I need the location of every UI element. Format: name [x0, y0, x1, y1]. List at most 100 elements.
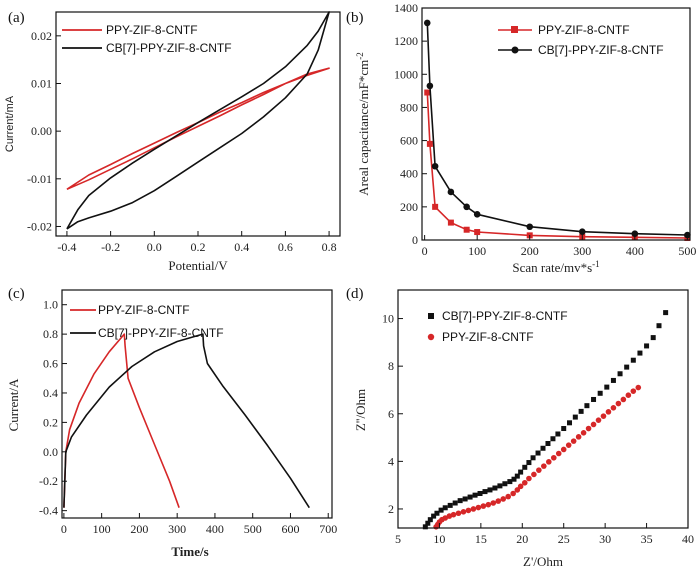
chart-d-point: [610, 377, 616, 383]
chart-a-xtick-label: 0.2: [191, 240, 206, 254]
chart-d-point: [635, 384, 642, 391]
chart-d-point: [536, 467, 542, 473]
chart-c-xtick-label: 100: [93, 522, 111, 536]
chart-d-point: [540, 445, 546, 451]
chart-d-ticks: 5 10 15 20 25 30 35 40 2 4 6 8 10: [382, 312, 694, 546]
chart-d-point: [467, 494, 473, 500]
chart-b-ytick-label: 0: [412, 233, 418, 247]
chart-a: -0.4 -0.2 0.0 0.2 0.4 0.6 0.8 -0.02 -0.01 0.00 0.0…: [4, 10, 341, 273]
chart-a-panel-label: (a): [8, 10, 25, 26]
chart-d-point: [650, 335, 656, 341]
chart-d-point: [630, 357, 636, 363]
chart-b-ytick-label: 1200: [394, 34, 418, 48]
chart-c: 0 100 200 300 400 500 600 700 -0.4 -0.2 0.0 0.2 0.4 0…: [6, 286, 337, 559]
chart-d-point: [477, 490, 483, 496]
chart-b-point: [463, 203, 470, 211]
chart-c-legend: PPY-ZIF-8-CNTF CB[7]-PPY-ZIF-8-CNTF: [70, 303, 224, 340]
chart-d-point: [485, 501, 492, 508]
chart-d-ytick-label: 4: [388, 454, 394, 468]
chart-c-ytick-label: -0.4: [39, 504, 58, 518]
chart-d-point: [450, 511, 457, 518]
chart-b-point: [578, 228, 586, 236]
chart-b-legend-1: PPY-ZIF-8-CNTF: [538, 23, 630, 37]
chart-c-ytick-label: 0.4: [43, 386, 58, 400]
chart-d-ytick-label: 6: [388, 407, 394, 421]
legend-marker-black: [511, 46, 519, 54]
chart-b-ticks: 0 100 200 300 400 500 0 200 400 600 800 1000 1200 140…: [394, 1, 696, 258]
chart-d-point: [575, 434, 582, 440]
chart-d-ytick-label: 10: [382, 312, 394, 326]
chart-b-point: [463, 226, 470, 233]
chart-d-point: [452, 500, 458, 506]
chart-c-series: [63, 333, 310, 509]
chart-d-point: [460, 509, 467, 515]
chart-d-point: [656, 323, 662, 329]
chart-c-ytick-label: 1.0: [43, 298, 58, 312]
chart-b-xtick-label: 400: [626, 244, 644, 258]
chart-d-point: [470, 506, 477, 512]
chart-d-point: [555, 431, 561, 437]
chart-c-ytick-label: 0.8: [43, 327, 58, 341]
legend-marker-red: [511, 26, 518, 33]
chart-c-ticks: 0 100 200 300 400 500 600 700 -0.4 -0.2 0.0 0.2 0.4 0…: [39, 298, 337, 536]
chart-d-point: [510, 490, 516, 497]
chart-d-legend: CB[7]-PPY-ZIF-8-CNTF PPY-ZIF-8-CNTF: [427, 309, 568, 344]
legend-marker-black-d: [428, 313, 434, 319]
chart-c-ytick-label: 0.2: [43, 415, 58, 429]
chart-d-point: [442, 505, 448, 511]
chart-b-ytick-label: 1400: [394, 1, 418, 15]
chart-d-point: [561, 426, 567, 432]
chart-d-point: [600, 413, 607, 419]
chart-d-xlabel: Z'/Ohm: [523, 554, 563, 569]
chart-c-xtick-label: 700: [319, 522, 337, 536]
chart-c-frame: [61, 289, 333, 519]
chart-d-point: [465, 507, 472, 514]
chart-c-ylabel: Current/A: [6, 378, 21, 431]
chart-b-point: [426, 82, 434, 90]
chart-b-point: [473, 211, 481, 218]
chart-b-series-line-1: [426, 22, 688, 236]
chart-d-point: [526, 460, 532, 466]
chart-d-point: [531, 471, 537, 478]
chart-a-ytick-label: 0.01: [31, 76, 52, 90]
chart-d-point: [580, 430, 587, 436]
chart-a-xtick-label: 0.6: [278, 240, 293, 254]
chart-d-point: [560, 446, 567, 453]
chart-a-legend-2: CB[7]-PPY-ZIF-8-CNTF: [106, 41, 232, 55]
chart-d-xtick-label: 35: [641, 532, 653, 546]
chart-c-xtick-label: 300: [168, 522, 186, 536]
chart-d-point: [472, 492, 478, 498]
chart-d-point: [511, 476, 517, 482]
chart-d-point: [545, 441, 551, 447]
chart-c-ytick-label: 0.0: [43, 445, 58, 459]
chart-d-point: [457, 498, 463, 504]
chart-b-point: [424, 89, 431, 96]
chart-a-ytick-label: 0.00: [31, 124, 52, 138]
chart-d-point: [505, 493, 512, 500]
chart-d-point: [521, 479, 528, 486]
chart-d-point: [590, 421, 597, 428]
chart-d-point: [492, 485, 498, 491]
chart-a-ytick-label: 0.02: [31, 29, 52, 43]
chart-d-point: [475, 504, 482, 511]
chart-d-point: [425, 520, 431, 526]
chart-a-xtick-label: -0.4: [57, 240, 76, 254]
chart-d-point: [507, 479, 513, 485]
chart-d-point: [482, 489, 488, 495]
chart-a-ticks: -0.4 -0.2 0.0 0.2 0.4 0.6 0.8 -0.02 -0.01 0.00 0.0…: [27, 29, 337, 254]
chart-d-point: [578, 408, 584, 414]
chart-d-point: [637, 350, 643, 356]
chart-d-point: [604, 384, 610, 390]
chart-d-point: [644, 343, 650, 349]
chart-d-point: [584, 403, 590, 409]
chart-d-panel-label: (d): [346, 286, 364, 302]
chart-d-point: [663, 310, 669, 316]
chart-d-point: [570, 438, 577, 444]
chart-d-point: [591, 396, 597, 402]
chart-a-series-line-0: [66, 67, 330, 191]
chart-b-point: [431, 162, 439, 170]
chart-d-xtick-label: 40: [682, 532, 694, 546]
chart-c-xtick-label: 400: [206, 522, 224, 536]
chart-a-ytick-label: -0.02: [27, 219, 52, 233]
